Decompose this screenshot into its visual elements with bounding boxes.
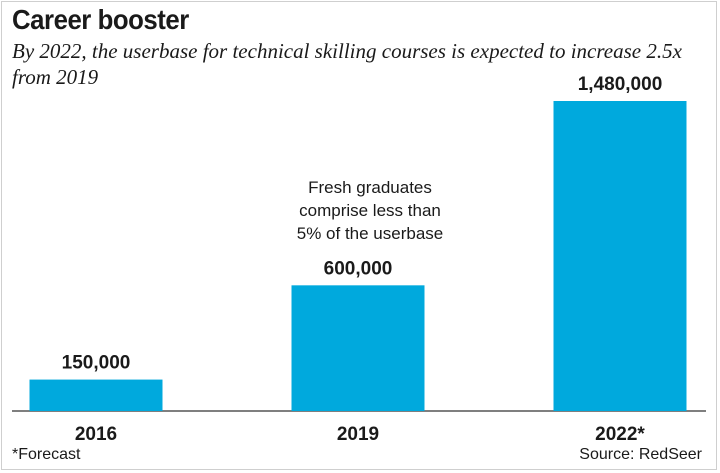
value-label-2019: 600,000 bbox=[324, 258, 393, 279]
annotation-fresh-graduates: Fresh graduates comprise less than 5% of… bbox=[270, 176, 470, 245]
annotation-line-3: 5% of the userbase bbox=[296, 224, 444, 243]
x-tick-label-2016: 2016 bbox=[75, 424, 117, 445]
value-label-2022: 1,480,000 bbox=[578, 74, 663, 95]
annotation-line-1: Fresh graduates bbox=[308, 178, 432, 197]
x-tick-label-2019: 2019 bbox=[337, 424, 379, 445]
bar-2019 bbox=[291, 285, 425, 411]
source-credit: Source: RedSeer bbox=[579, 446, 702, 463]
bar-2016 bbox=[29, 379, 163, 411]
chart-subtitle: By 2022, the userbase for technical skil… bbox=[12, 39, 682, 89]
value-label-2016: 150,000 bbox=[62, 353, 131, 374]
footnote: *Forecast bbox=[12, 446, 81, 463]
annotation-line-2: comprise less than bbox=[299, 201, 441, 220]
x-tick-label-2022: 2022* bbox=[595, 424, 645, 445]
chart-title: Career booster bbox=[12, 4, 189, 35]
bar-2022 bbox=[553, 101, 687, 411]
